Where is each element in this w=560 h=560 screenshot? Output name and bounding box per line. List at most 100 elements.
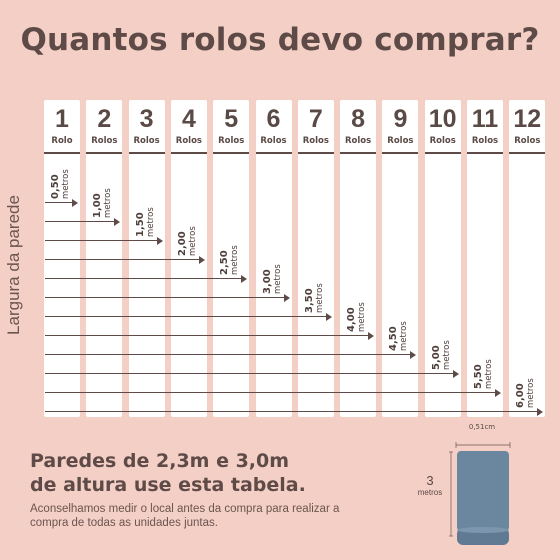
roll-height-text: 3 metros [410, 474, 450, 498]
width-label-1: 0,50 metros [50, 149, 76, 199]
roll-count: 9 [393, 105, 408, 133]
roll-column-8: 8 Rolos [340, 100, 377, 417]
width-arrow-6 [45, 292, 289, 303]
column-divider [44, 152, 80, 154]
width-value: 3,00 [261, 269, 273, 294]
width-label-11: 5,50 metros [473, 339, 499, 389]
roll-count: 4 [181, 105, 196, 133]
width-unit: metros [484, 359, 494, 389]
roll-unit: Rolos [133, 136, 160, 146]
column-divider [340, 152, 377, 154]
wall-width-axis-label: Largura da parede [4, 195, 23, 335]
usage-heading-line-2: de altura use esta tabela. [30, 474, 306, 496]
roll-count: 6 [266, 105, 281, 133]
roll-column-6: 6 Rolos [255, 100, 292, 417]
roll-column-9: 9 Rolos [382, 100, 419, 417]
width-unit: metros [399, 321, 410, 351]
roll-column-1: 1 Rolo [44, 100, 80, 417]
width-unit: metros [314, 283, 325, 313]
column-divider [86, 152, 123, 154]
width-value: 2,50 [219, 250, 231, 275]
roll-column-10: 10 Rolos [424, 100, 461, 417]
roll-count: 12 [513, 105, 542, 133]
width-unit: metros [103, 188, 114, 218]
column-divider [424, 152, 461, 154]
usage-heading: Paredes de 2,3m e 3,0m de altura use est… [30, 449, 306, 497]
column-divider [255, 152, 292, 154]
width-label-3: 1,50 metros [135, 187, 161, 237]
width-unit: metros [187, 226, 198, 256]
column-divider [297, 152, 334, 154]
column-divider [128, 152, 165, 154]
roll-column-12: 12 Rolos [509, 100, 546, 417]
width-unit: metros [441, 340, 452, 370]
roll-unit: Rolos [471, 136, 499, 146]
width-label-9: 4,50 metros [388, 301, 414, 351]
roll-column-5: 5 Rolos [213, 100, 250, 417]
roll-unit: Rolos [302, 136, 329, 146]
width-label-12: 6,00 metros [515, 358, 541, 408]
width-arrow-9 [45, 349, 417, 360]
width-value: 3,50 [303, 288, 315, 313]
roll-unit: Rolos [91, 136, 118, 146]
roll-unit: Rolo [51, 136, 73, 146]
width-arrow-7 [45, 311, 332, 322]
roll-count: 10 [428, 105, 457, 133]
width-value: 4,00 [346, 307, 358, 332]
column-divider [170, 152, 207, 154]
roll-column-7: 7 Rolos [297, 100, 334, 417]
roll-height-value: 3 [426, 473, 434, 488]
roll-column-11: 11 Rolos [467, 100, 503, 417]
column-divider [213, 152, 250, 154]
width-label-2: 1,00 metros [92, 168, 118, 218]
width-value: 5,00 [430, 345, 442, 370]
usage-heading-line-1: Paredes de 2,3m e 3,0m [30, 450, 290, 472]
width-arrow-4 [45, 254, 205, 265]
width-unit: metros [272, 264, 283, 294]
roll-unit: Rolos [175, 136, 202, 146]
roll-column-2: 2 Rolos [86, 100, 123, 417]
width-arrow-8 [45, 330, 375, 341]
width-arrow-11 [45, 387, 501, 398]
width-unit: metros [357, 302, 368, 332]
roll-unit: Rolos [514, 136, 541, 146]
width-value: 0,50 [50, 174, 61, 199]
column-divider [382, 152, 419, 154]
width-arrow-5 [45, 273, 248, 284]
width-label-8: 4,00 metros [346, 282, 372, 332]
roll-sheet [457, 451, 509, 531]
column-divider [467, 152, 503, 154]
roll-column-3: 3 Rolos [128, 100, 165, 417]
usage-note: Aconselhamos medir o local antes da comp… [30, 503, 340, 529]
width-label-6: 3,00 metros [262, 244, 288, 294]
width-unit: metros [526, 378, 537, 408]
width-value: 1,00 [92, 193, 104, 218]
roll-count: 1 [55, 105, 69, 133]
width-arrow-10 [45, 368, 459, 379]
width-value: 5,50 [473, 364, 484, 389]
width-value: 4,50 [388, 326, 400, 351]
width-arrow-2 [45, 216, 121, 227]
width-label-10: 5,00 metros [431, 320, 457, 370]
width-value: 6,00 [515, 383, 527, 408]
roll-unit: Rolos [260, 136, 287, 146]
width-label-4: 2,00 metros [177, 206, 203, 256]
width-unit: metros [230, 245, 241, 275]
roll-count: 11 [471, 105, 499, 133]
column-divider [509, 152, 546, 154]
wallpaper-roll-illustration [449, 442, 511, 545]
roll-count: 2 [97, 105, 112, 133]
width-label-5: 2,50 metros [219, 225, 245, 275]
roll-count: 7 [308, 105, 323, 133]
width-label-7: 3,50 metros [304, 263, 330, 313]
roll-unit: Rolos [344, 136, 372, 146]
roll-unit: Rolos [387, 136, 414, 146]
width-arrow-1 [45, 197, 78, 208]
roll-unit: Rolos [218, 136, 245, 146]
page-title: Quantos rolos devo comprar? [20, 22, 540, 58]
width-arrow-12 [45, 406, 544, 417]
roll-count: 3 [139, 105, 154, 133]
roll-unit: Rolos [429, 136, 456, 146]
width-arrow-3 [45, 235, 163, 246]
roll-height-unit: metros [417, 488, 443, 497]
